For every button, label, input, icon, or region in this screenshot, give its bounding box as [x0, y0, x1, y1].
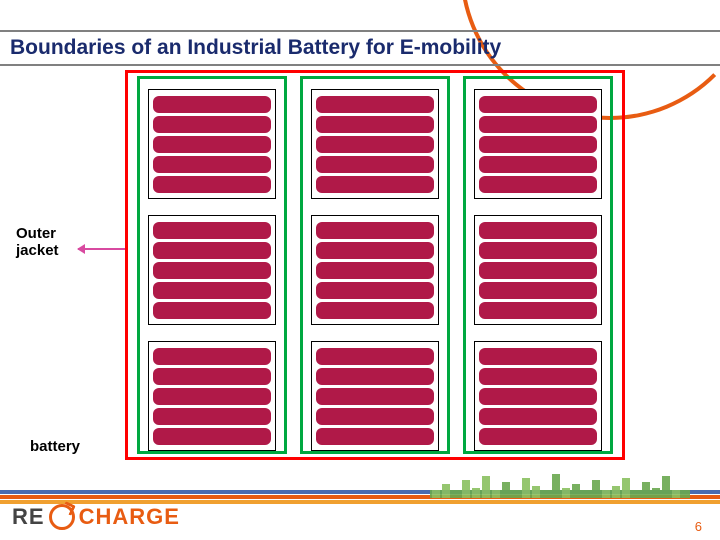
battery-cell [479, 408, 597, 425]
battery-cell [479, 348, 597, 365]
battery-module [474, 215, 602, 325]
battery-cell [316, 136, 434, 153]
battery-cell [316, 282, 434, 299]
battery-label: battery [30, 438, 80, 455]
battery-cell [153, 222, 271, 239]
battery-cell [479, 368, 597, 385]
battery-module [474, 89, 602, 199]
battery-cell [153, 116, 271, 133]
skyline-graphic [430, 472, 690, 498]
battery-column [300, 76, 450, 454]
slide-title-bar: Boundaries of an Industrial Battery for … [0, 30, 720, 66]
battery-cell [153, 156, 271, 173]
battery-cell [316, 242, 434, 259]
battery-cell [316, 428, 434, 445]
battery-module [311, 341, 439, 451]
battery-cell [479, 222, 597, 239]
battery-cell [316, 222, 434, 239]
battery-cell [153, 368, 271, 385]
logo-text-re: RE [12, 504, 45, 530]
battery-cell [153, 96, 271, 113]
battery-cell [316, 348, 434, 365]
battery-cell [479, 262, 597, 279]
page-number: 6 [695, 519, 702, 534]
logo-text-charge: CHARGE [79, 504, 180, 530]
battery-cell [479, 388, 597, 405]
battery-cell [479, 242, 597, 259]
battery-cell [153, 136, 271, 153]
battery-cell [316, 408, 434, 425]
battery-cell [316, 156, 434, 173]
battery-module [474, 341, 602, 451]
battery-diagram [125, 70, 625, 460]
battery-cell [316, 176, 434, 193]
battery-cell [153, 282, 271, 299]
battery-cell [316, 388, 434, 405]
recharge-logo: RE CHARGE [12, 504, 180, 530]
logo-orb-icon [49, 504, 75, 530]
battery-cell [479, 176, 597, 193]
battery-module [148, 341, 276, 451]
battery-module [311, 89, 439, 199]
outer-jacket-arrow [78, 248, 126, 250]
battery-module [148, 215, 276, 325]
battery-cell [316, 368, 434, 385]
battery-cell [153, 176, 271, 193]
battery-cell [316, 262, 434, 279]
battery-module [311, 215, 439, 325]
battery-column [463, 76, 613, 454]
battery-cell [153, 428, 271, 445]
battery-cell [153, 408, 271, 425]
battery-module [148, 89, 276, 199]
battery-cell [153, 302, 271, 319]
battery-cell [479, 428, 597, 445]
slide-title: Boundaries of an Industrial Battery for … [10, 36, 501, 59]
battery-column [137, 76, 287, 454]
outer-jacket-label: Outerjacket [16, 225, 59, 259]
battery-cell [316, 96, 434, 113]
battery-cell [479, 302, 597, 319]
battery-cell [153, 348, 271, 365]
battery-cell [316, 302, 434, 319]
battery-cell [153, 262, 271, 279]
battery-cell [479, 116, 597, 133]
battery-cell [479, 282, 597, 299]
battery-cell [479, 136, 597, 153]
battery-cell [153, 388, 271, 405]
battery-cell [316, 116, 434, 133]
battery-cell [153, 242, 271, 259]
battery-cell [479, 156, 597, 173]
battery-cell [479, 96, 597, 113]
